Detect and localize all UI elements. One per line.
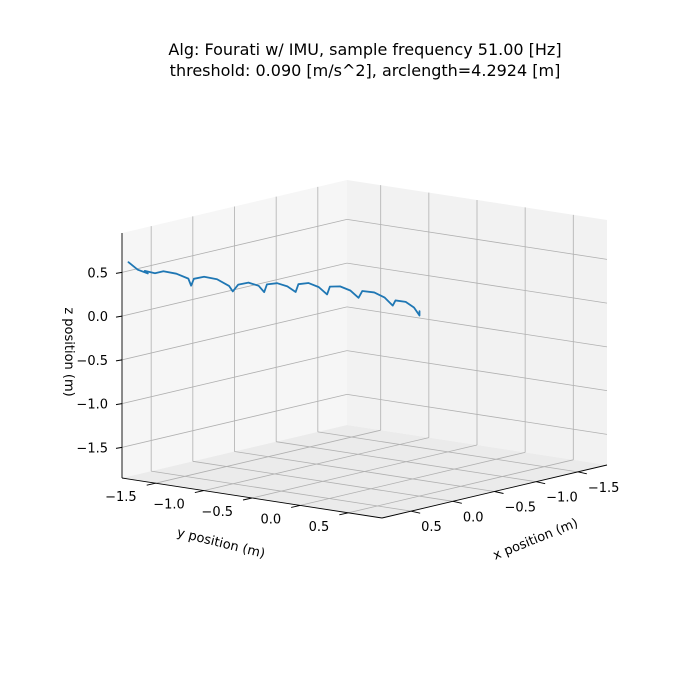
grid-z-side-4: [121, 218, 348, 273]
z-tick-label-0: −1.5: [76, 441, 108, 456]
trajectory-series: [127, 261, 421, 317]
z-axis-label: z position (m): [61, 307, 76, 396]
grid-y-floor-4: [151, 470, 412, 512]
y-tick-label-4: 0.5: [421, 520, 442, 535]
z-tick-mark-0: [115, 446, 123, 449]
z-tick-mark-1: [115, 403, 123, 406]
tick-labels: −1.5 −1.0 −0.5 0.0 0.5 −1.5 −1.0 −0.5 0.0 0.5 −1.5…: [76, 266, 619, 535]
x-tick-label-4: 0.5: [309, 520, 330, 535]
z-tick-mark-4: [115, 271, 123, 274]
y-tick-label-0: −1.5: [588, 481, 620, 496]
grid-z-back-2: [346, 306, 608, 348]
x-tick-mark-3: [291, 504, 301, 508]
y-tick-mark-2: [494, 491, 504, 494]
x-tick-label-3: 0.0: [260, 512, 281, 527]
chart-title-line-1: Alg: Fourati w/ IMU, sample frequency 51…: [168, 40, 561, 59]
z-tick-label-4: 0.5: [87, 266, 108, 281]
tick-marks: [115, 271, 587, 516]
z-tick-label-2: −0.5: [76, 354, 108, 369]
z-tick-mark-3: [115, 315, 123, 318]
x-tick-mark-0: [146, 482, 156, 486]
y-tick-mark-3: [452, 500, 462, 504]
grid-z-back-3: [346, 262, 608, 304]
grid-z-side-0: [121, 393, 348, 448]
grid-y-floor-3: [192, 460, 453, 502]
trajectory-line-0: [127, 261, 421, 317]
x-tick-mark-1: [194, 490, 204, 494]
grid-lines: [121, 185, 608, 514]
y-tick-mark-1: [536, 481, 546, 485]
grid-z-side-1: [121, 350, 348, 405]
x-tick-label-1: −1.0: [153, 498, 185, 513]
grid-z-back-1: [346, 350, 608, 392]
grid-y-floor-2: [234, 451, 495, 492]
z-tick-label-3: 0.0: [87, 310, 108, 325]
y-tick-mark-4: [411, 510, 421, 514]
z-tick-mark-2: [115, 359, 123, 362]
y-tick-label-2: −0.5: [505, 501, 537, 516]
grid-z-back-0: [346, 393, 608, 435]
y-tick-label-1: −1.0: [546, 491, 578, 506]
x-tick-mark-4: [339, 512, 349, 516]
axis-panes: [122, 180, 607, 518]
x-tick-label-0: −1.5: [105, 490, 137, 505]
y-axis-label: y position (m): [175, 525, 266, 561]
x-tick-label-2: −0.5: [201, 505, 233, 520]
grid-y-floor-1: [276, 441, 537, 483]
y-tick-label-3: 0.0: [463, 510, 484, 525]
grid-z-side-2: [121, 306, 348, 361]
chart-title-line-2: threshold: 0.090 [m/s^2], arclength=4.29…: [170, 61, 561, 80]
z-tick-label-1: −1.0: [76, 398, 108, 413]
y-tick-mark-0: [577, 471, 587, 475]
x-axis-label: x position (m): [491, 516, 580, 564]
grid-z-back-4: [346, 218, 608, 260]
x-tick-mark-2: [242, 497, 253, 501]
grid-y-floor-0: [317, 431, 578, 473]
